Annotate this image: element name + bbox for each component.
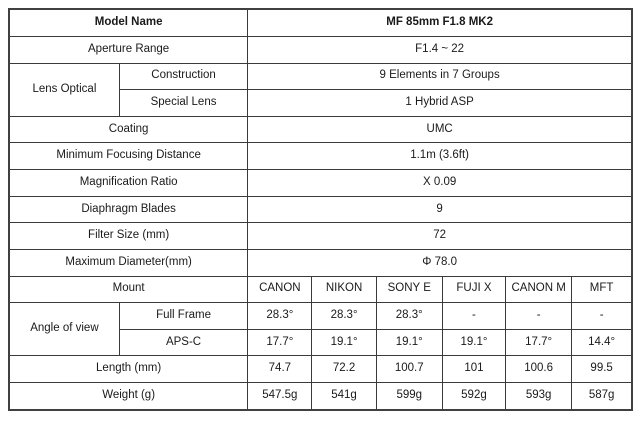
full-frame-value-fuji-x: - bbox=[441, 302, 507, 330]
row-value-diaphragm-blades: 9 bbox=[247, 195, 633, 224]
full-frame-value-nikon: 28.3° bbox=[311, 302, 377, 330]
weight-value-fuji-x: 592g bbox=[441, 382, 507, 411]
table-row-mount: Mount CANON NIKON SONY E FUJI X CANON M … bbox=[8, 275, 633, 304]
mount-column-header-canon-m: CANON M bbox=[505, 275, 573, 304]
aps-c-value-mft: 14.4° bbox=[571, 328, 633, 357]
full-frame-value-mft: - bbox=[571, 302, 633, 330]
table-row-coating: Coating UMC bbox=[8, 115, 633, 144]
row-value-maximum-diameter: Φ 78.0 bbox=[247, 248, 633, 277]
row-label-filter-size: Filter Size (mm) bbox=[8, 222, 249, 250]
weight-value-canon-m: 593g bbox=[505, 382, 573, 411]
table-row-aps-c: APS-C 17.7° 19.1° 19.1° 19.1° 17.7° 14.4… bbox=[9, 328, 633, 357]
row-label-mount: Mount bbox=[8, 275, 249, 304]
row-label-full-frame: Full Frame bbox=[118, 302, 249, 330]
row-label-aps-c: APS-C bbox=[118, 328, 249, 357]
table-row-construction: Lens Optical Construction 9 Elements in … bbox=[8, 62, 633, 117]
mount-column-header-fuji-x: FUJI X bbox=[441, 275, 507, 304]
weight-value-nikon: 541g bbox=[311, 382, 377, 411]
full-frame-value-canon: 28.3° bbox=[247, 302, 313, 330]
aps-c-value-sony-e: 19.1° bbox=[375, 328, 443, 357]
table-row-special-lens: Special Lens 1 Hybrid ASP bbox=[9, 89, 633, 117]
row-label-minimum-focusing-distance: Minimum Focusing Distance bbox=[8, 142, 249, 171]
row-value-filter-size: 72 bbox=[247, 222, 633, 250]
table-row-diaphragm-blades: Diaphragm Blades 9 bbox=[8, 195, 633, 224]
row-label-maximum-diameter: Maximum Diameter(mm) bbox=[8, 248, 249, 277]
row-label-construction: Construction bbox=[118, 62, 249, 91]
header-label-model-name: Model Name bbox=[8, 8, 249, 37]
row-value-aperture-range: F1.4 ~ 22 bbox=[247, 35, 633, 64]
length-value-fuji-x: 101 bbox=[441, 355, 507, 384]
table-row-full-frame: Angle of view Full Frame 28.3° 28.3° 28.… bbox=[8, 302, 633, 357]
table-row-weight: Weight (g) 547.5g 541g 599g 592g 593g 58… bbox=[8, 382, 633, 411]
weight-value-mft: 587g bbox=[571, 382, 633, 411]
table-row-aperture-range: Aperture Range F1.4 ~ 22 bbox=[8, 35, 633, 64]
row-label-coating: Coating bbox=[8, 115, 249, 144]
aps-c-value-nikon: 19.1° bbox=[311, 328, 377, 357]
length-value-mft: 99.5 bbox=[571, 355, 633, 384]
header-value-model-name: MF 85mm F1.8 MK2 bbox=[247, 8, 633, 37]
row-label-special-lens: Special Lens bbox=[118, 89, 249, 117]
table-row-model-name: Model Name MF 85mm F1.8 MK2 bbox=[8, 8, 633, 37]
aps-c-value-fuji-x: 19.1° bbox=[441, 328, 507, 357]
row-value-coating: UMC bbox=[247, 115, 633, 144]
table-row-maximum-diameter: Maximum Diameter(mm) Φ 78.0 bbox=[8, 248, 633, 277]
aps-c-value-canon-m: 17.7° bbox=[505, 328, 573, 357]
row-group-label-angle-of-view: Angle of view bbox=[8, 302, 120, 357]
aps-c-value-canon: 17.7° bbox=[247, 328, 313, 357]
lens-specification-sheet: Model Name MF 85mm F1.8 MK2 Aperture Ran… bbox=[8, 8, 633, 411]
mount-column-header-nikon: NIKON bbox=[311, 275, 377, 304]
row-label-aperture-range: Aperture Range bbox=[8, 35, 249, 64]
length-value-canon: 74.7 bbox=[247, 355, 313, 384]
row-label-diaphragm-blades: Diaphragm Blades bbox=[8, 195, 249, 224]
weight-value-canon: 547.5g bbox=[247, 382, 313, 411]
mount-column-header-mft: MFT bbox=[571, 275, 633, 304]
table-row-magnification-ratio: Magnification Ratio X 0.09 bbox=[8, 169, 633, 197]
row-label-length: Length (mm) bbox=[8, 355, 249, 384]
table-row-filter-size: Filter Size (mm) 72 bbox=[8, 222, 633, 250]
length-value-nikon: 72.2 bbox=[311, 355, 377, 384]
full-frame-value-sony-e: 28.3° bbox=[375, 302, 443, 330]
full-frame-value-canon-m: - bbox=[505, 302, 573, 330]
mount-column-header-sony-e: SONY E bbox=[375, 275, 443, 304]
table-row-minimum-focusing-distance: Minimum Focusing Distance 1.1m (3.6ft) bbox=[8, 142, 633, 171]
row-label-weight: Weight (g) bbox=[8, 382, 249, 411]
row-value-special-lens: 1 Hybrid ASP bbox=[247, 89, 633, 117]
weight-value-sony-e: 599g bbox=[375, 382, 443, 411]
lens-specification-table: Model Name MF 85mm F1.8 MK2 Aperture Ran… bbox=[8, 8, 633, 411]
row-value-minimum-focusing-distance: 1.1m (3.6ft) bbox=[247, 142, 633, 171]
mount-column-header-canon: CANON bbox=[247, 275, 313, 304]
row-group-label-lens-optical: Lens Optical bbox=[8, 62, 120, 117]
row-label-magnification-ratio: Magnification Ratio bbox=[8, 169, 249, 197]
table-row-length: Length (mm) 74.7 72.2 100.7 101 100.6 99… bbox=[8, 355, 633, 384]
row-value-construction: 9 Elements in 7 Groups bbox=[247, 62, 633, 91]
length-value-canon-m: 100.6 bbox=[505, 355, 573, 384]
length-value-sony-e: 100.7 bbox=[375, 355, 443, 384]
row-value-magnification-ratio: X 0.09 bbox=[247, 169, 633, 197]
